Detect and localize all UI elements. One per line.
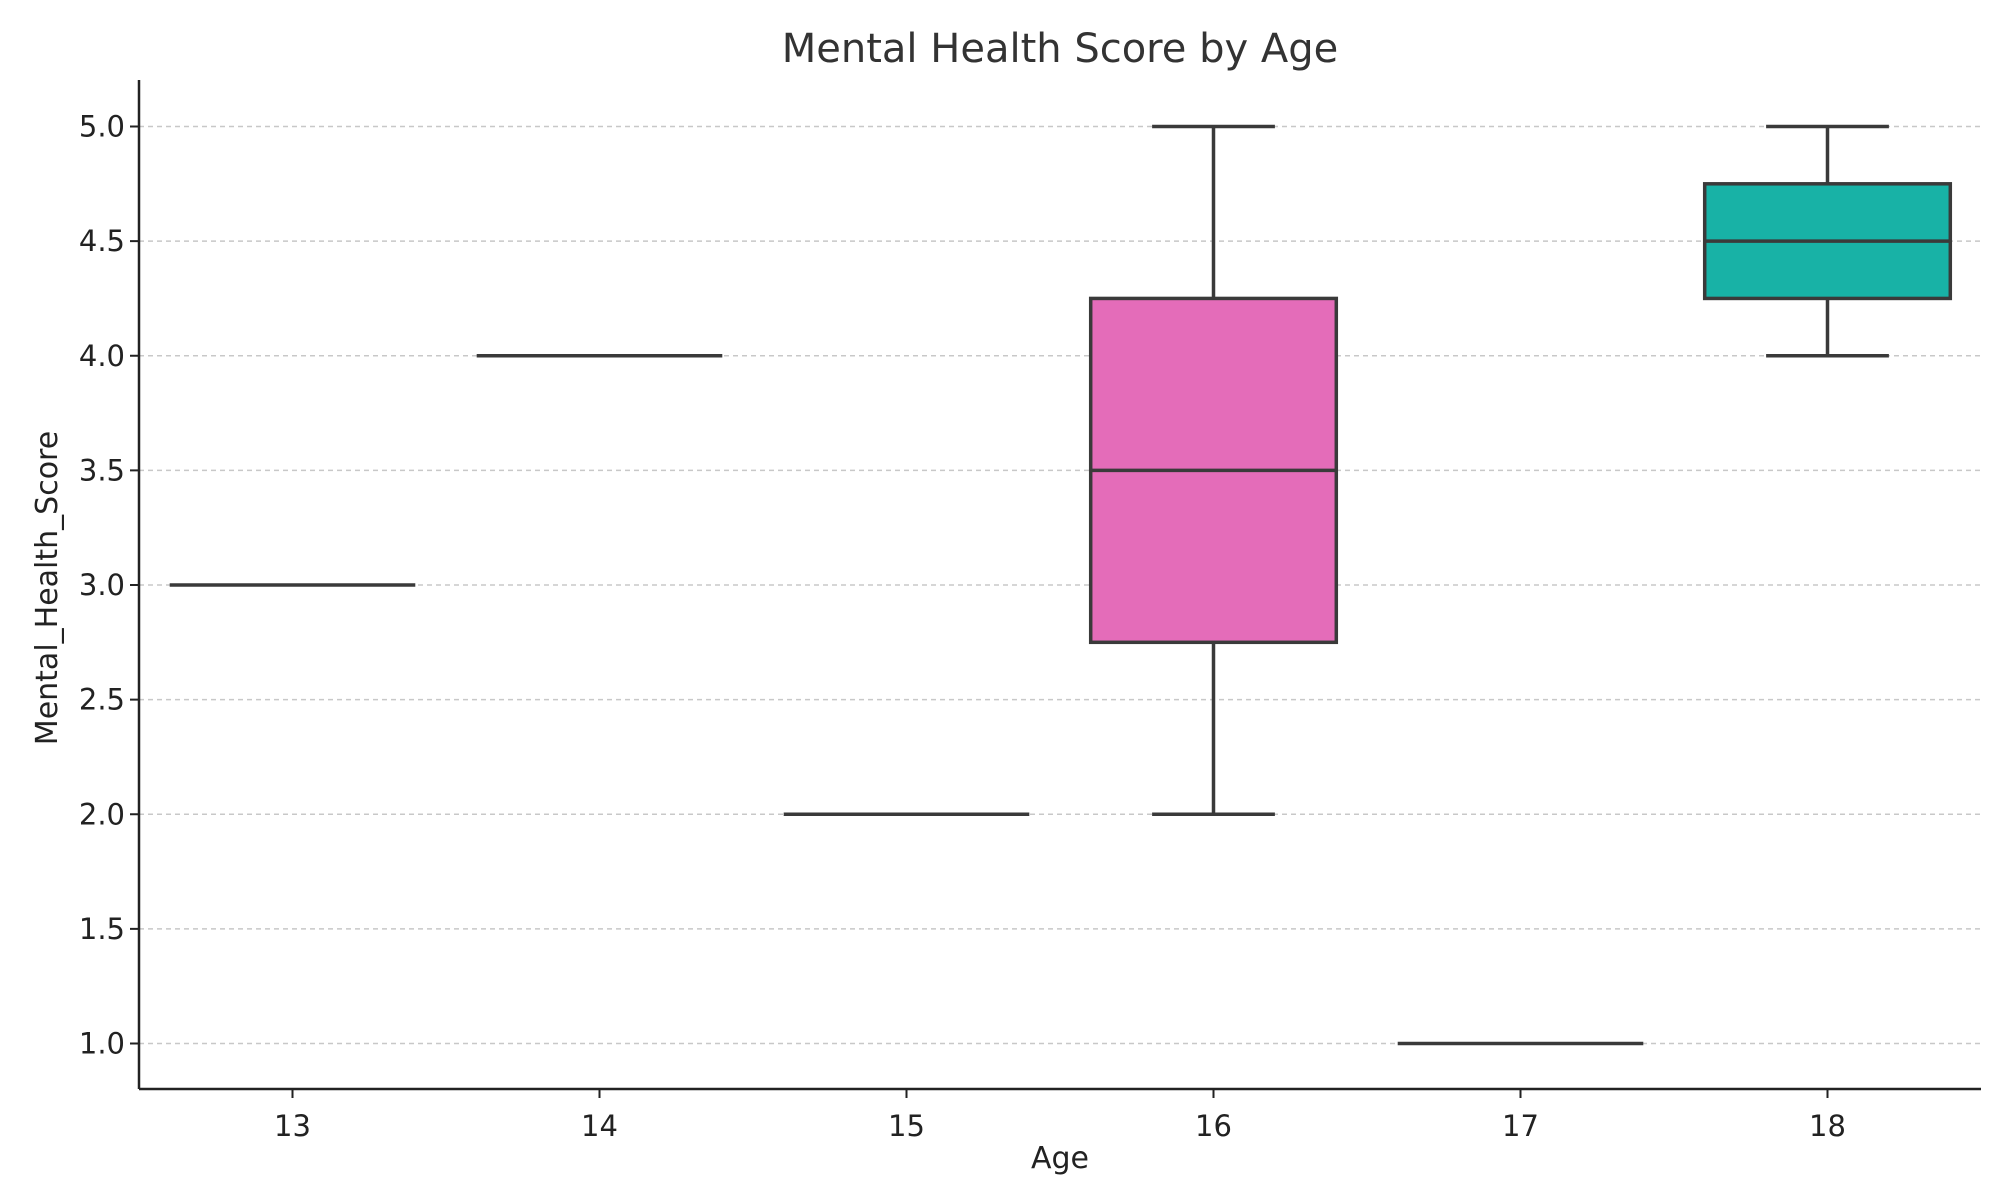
y-tick-label: 3.0 xyxy=(79,568,125,602)
y-tick-label: 5.0 xyxy=(79,110,125,144)
y-tick-label: 1.5 xyxy=(79,912,125,946)
y-tick-label: 2.5 xyxy=(79,683,125,717)
y-axis-label: Mental_Health_Score xyxy=(30,431,65,745)
x-axis-ticks: 13 14 15 16 17 18 xyxy=(274,1089,1846,1143)
y-tick-label: 1.0 xyxy=(79,1027,125,1061)
x-tick-label: 18 xyxy=(1809,1109,1846,1143)
y-tick-label: 4.0 xyxy=(79,339,125,373)
x-tick-label: 14 xyxy=(581,1109,618,1143)
box-18 xyxy=(1702,124,1953,358)
x-tick-label: 15 xyxy=(888,1109,925,1143)
y-axis-ticks: 1.0 1.5 2.0 2.5 3.0 3.5 4.0 4.5 5.0 xyxy=(79,110,139,1061)
y-tick-label: 2.0 xyxy=(79,797,125,831)
y-tick-label: 3.5 xyxy=(79,453,125,487)
x-tick-label: 13 xyxy=(274,1109,311,1143)
x-tick-label: 17 xyxy=(1502,1109,1539,1143)
x-tick-label: 16 xyxy=(1195,1109,1232,1143)
x-axis-label: Age xyxy=(1031,1141,1089,1176)
y-tick-label: 4.5 xyxy=(79,224,125,258)
chart-title: Mental Health Score by Age xyxy=(782,26,1338,72)
gridlines xyxy=(139,125,1981,1045)
boxes xyxy=(169,124,1953,1046)
box-16 xyxy=(1088,124,1339,816)
